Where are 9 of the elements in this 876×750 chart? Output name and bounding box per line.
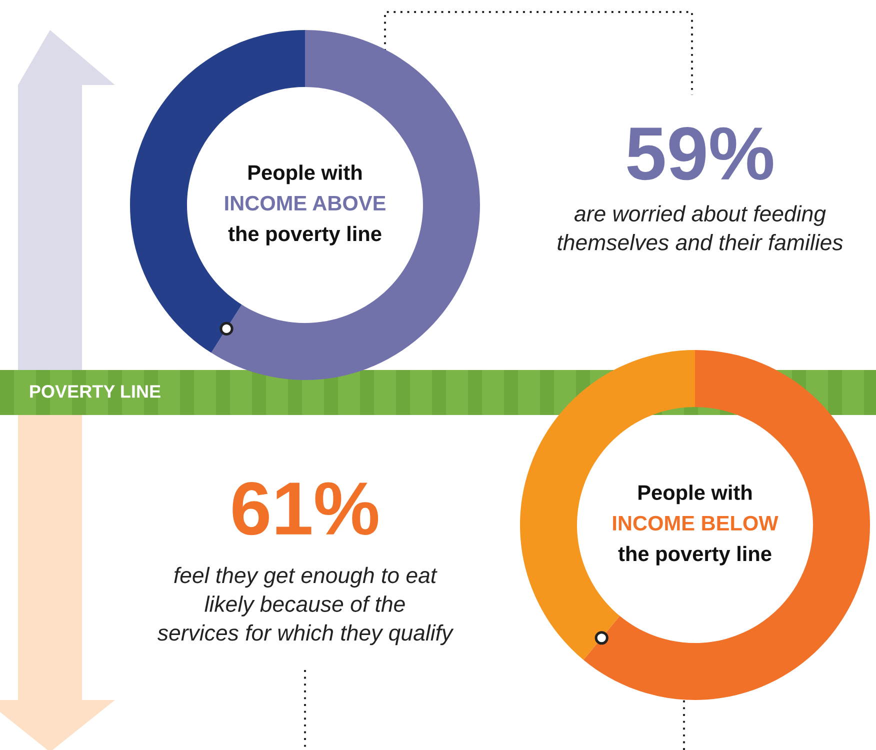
donut-slice xyxy=(583,350,870,700)
text: POVERTY LINE xyxy=(30,385,160,398)
text: People with INCOME ABOVE the poverty line xyxy=(225,164,386,246)
text: 61% xyxy=(232,482,378,536)
text: feel they get enough to eat likely because of the services for which they qualify xyxy=(157,566,454,646)
donut-slice xyxy=(211,30,480,380)
text: 59% xyxy=(627,127,774,180)
text: People with INCOME BELOW the poverty line xyxy=(613,484,778,566)
text: are worried about feeding themselves and their families xyxy=(558,205,843,250)
